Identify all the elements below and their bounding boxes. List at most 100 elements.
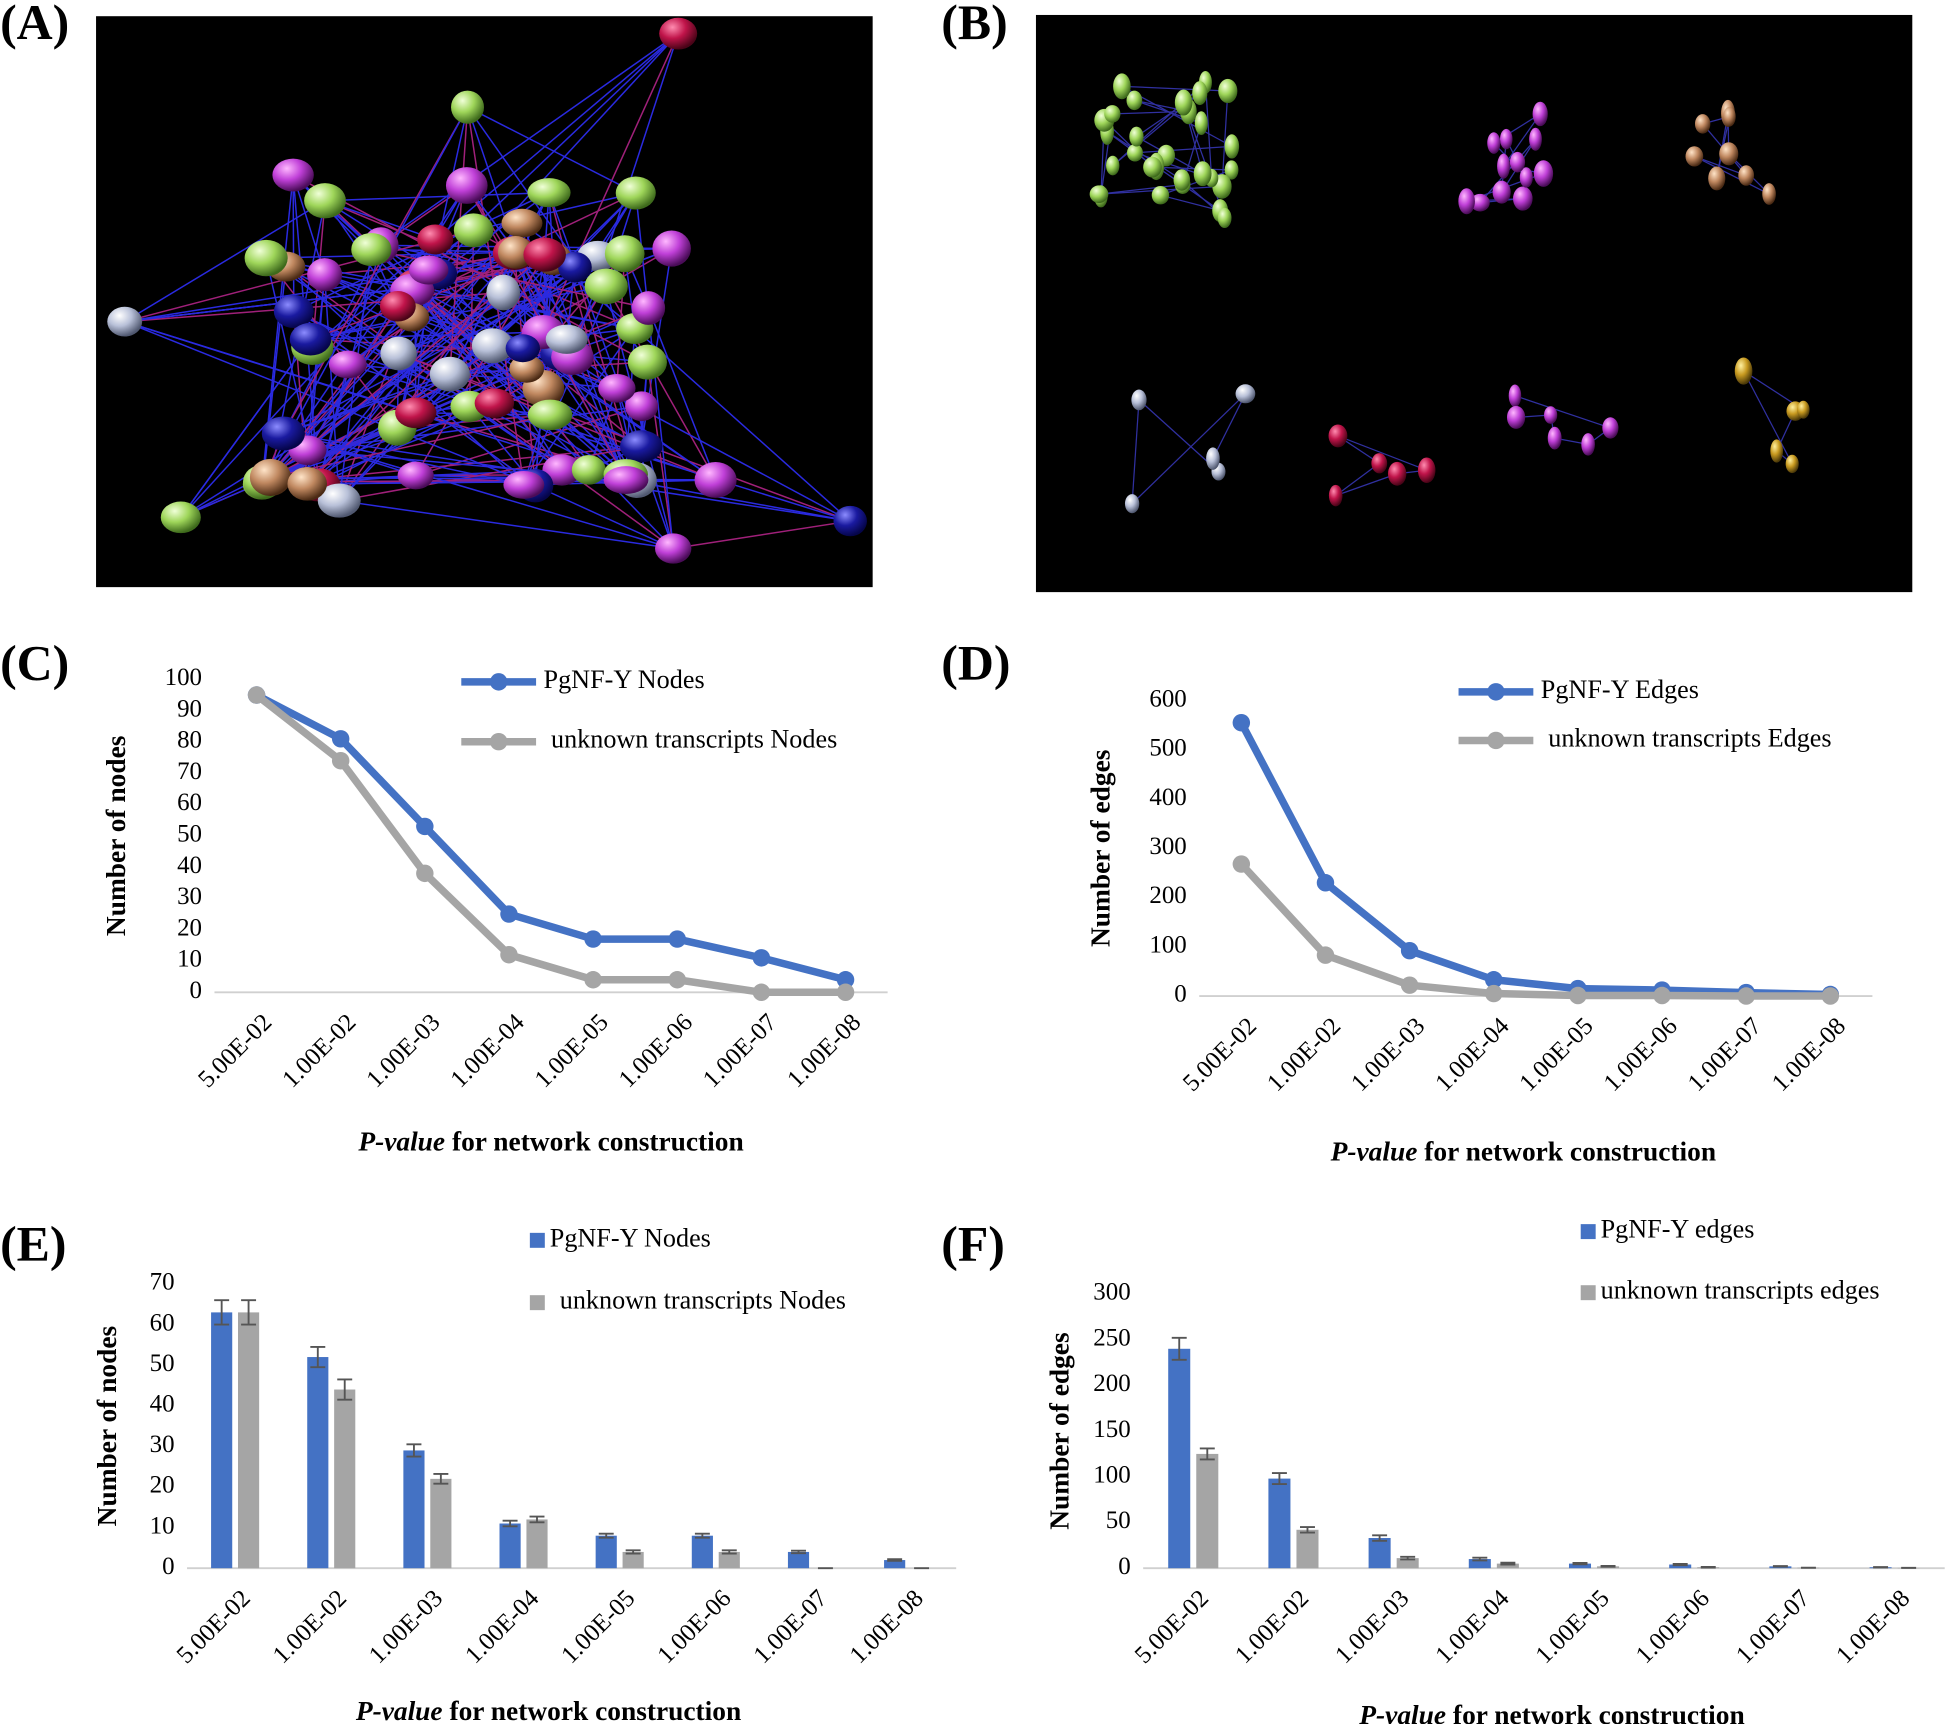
x-axis-label-text: for network construction [1424, 1137, 1716, 1167]
network-edge [1121, 85, 1228, 92]
network-node [1492, 180, 1511, 204]
bar [1268, 1478, 1291, 1569]
network-node [1581, 433, 1595, 456]
network-edge [469, 405, 563, 471]
point [836, 971, 855, 989]
legend-label: PgNF-Y edges [1601, 1215, 1755, 1244]
x-tick-label: 1.00E-03 [361, 1009, 445, 1093]
network-edge [283, 432, 674, 550]
x-tick-label: 1.00E-06 [1599, 1013, 1683, 1097]
x-tick-label: 1.00E-05 [1514, 1013, 1598, 1097]
y-tick-label: 40 [177, 852, 202, 879]
network-node [1685, 146, 1704, 167]
y-tick-label: 50 [1106, 1507, 1131, 1534]
network-edge [1160, 194, 1221, 212]
network-node [272, 158, 314, 192]
network-edge [307, 405, 642, 451]
y-tick-label: 0 [1174, 981, 1186, 1008]
network-node [1694, 114, 1711, 134]
bar [403, 1450, 425, 1569]
point [752, 983, 771, 1001]
bar [1168, 1348, 1191, 1569]
point [1400, 941, 1419, 960]
network-node [625, 391, 659, 422]
network-edge [310, 285, 607, 340]
point [584, 971, 602, 989]
network-edge [1503, 113, 1541, 167]
network-node [1506, 405, 1526, 429]
legend-label: PgNF-Y Edges [1541, 675, 1699, 704]
network-edge [124, 320, 536, 487]
x-axis-label-italic: P-value [357, 1127, 445, 1157]
bar [1368, 1538, 1391, 1569]
point [1316, 946, 1335, 964]
network-node [1738, 165, 1755, 186]
error-bar [1400, 1555, 1416, 1561]
bar [526, 1519, 548, 1569]
network-node [1762, 183, 1776, 205]
x-tick-label: 1.00E-04 [1430, 1012, 1515, 1097]
bar [718, 1551, 740, 1569]
network-edge [646, 362, 674, 549]
x-tick-label: 1.00E-04 [460, 1584, 545, 1669]
network-node [1224, 160, 1239, 180]
network-node [1192, 81, 1208, 106]
network-edge [180, 338, 312, 518]
network-node [379, 291, 416, 322]
network-edge [282, 106, 469, 434]
bar [1496, 1563, 1519, 1569]
error-bar [1199, 1447, 1215, 1461]
network-node [527, 399, 573, 431]
y-axis-label: Number of edges [1044, 1332, 1074, 1529]
network-node [598, 373, 636, 403]
network-node [486, 274, 521, 311]
y-tick-label: 300 [1149, 833, 1186, 860]
error-bar [1772, 1565, 1788, 1568]
legend-label: unknown transcripts Edges [1548, 723, 1831, 752]
y-tick-label: 40 [150, 1390, 175, 1417]
network-node [1371, 453, 1388, 474]
network-node [351, 232, 392, 267]
network-node [527, 178, 571, 208]
network-edge [634, 328, 851, 522]
x-tick-label: 1.00E-03 [364, 1585, 448, 1669]
x-tick-label: 1.00E-08 [1767, 1013, 1851, 1097]
x-tick-label: 5.00E-02 [172, 1585, 256, 1669]
error-bar [791, 1549, 806, 1555]
y-tick-label: 250 [1093, 1324, 1130, 1351]
x-tick-label: 1.00E-08 [1831, 1585, 1915, 1669]
point [668, 971, 686, 989]
y-tick-label: 80 [177, 727, 202, 754]
network-edge [292, 174, 326, 275]
x-axis-label-text: for network construction [452, 1127, 744, 1157]
network-node [408, 255, 449, 285]
network-node [1458, 188, 1475, 215]
network-node [631, 291, 666, 325]
y-tick-label: 100 [165, 664, 202, 691]
error-bar [1700, 1566, 1716, 1569]
network-edge [1694, 155, 1770, 195]
y-tick-label: 10 [177, 946, 202, 973]
x-tick-label: 1.00E-06 [614, 1009, 698, 1093]
network-node [1723, 106, 1736, 127]
network-node [1224, 134, 1240, 159]
x-axis-label-italic: P-value [355, 1696, 443, 1724]
point [752, 949, 771, 967]
network-edge [347, 363, 851, 522]
y-axis-label: Number of edges [1086, 750, 1116, 947]
network-node [505, 334, 540, 363]
network-edge [542, 33, 679, 333]
network-node [249, 458, 292, 497]
network-node [417, 224, 454, 255]
network-node [571, 455, 606, 485]
network-node [1719, 142, 1739, 166]
network-node [619, 430, 663, 463]
network-edge [1152, 166, 1232, 171]
network-edge [1160, 169, 1232, 196]
network-b [1089, 71, 1810, 514]
network-edge [124, 320, 627, 481]
legend-swatch [1580, 1285, 1596, 1301]
line [254, 692, 846, 997]
error-bar [502, 1519, 518, 1528]
network-node [1513, 186, 1533, 211]
